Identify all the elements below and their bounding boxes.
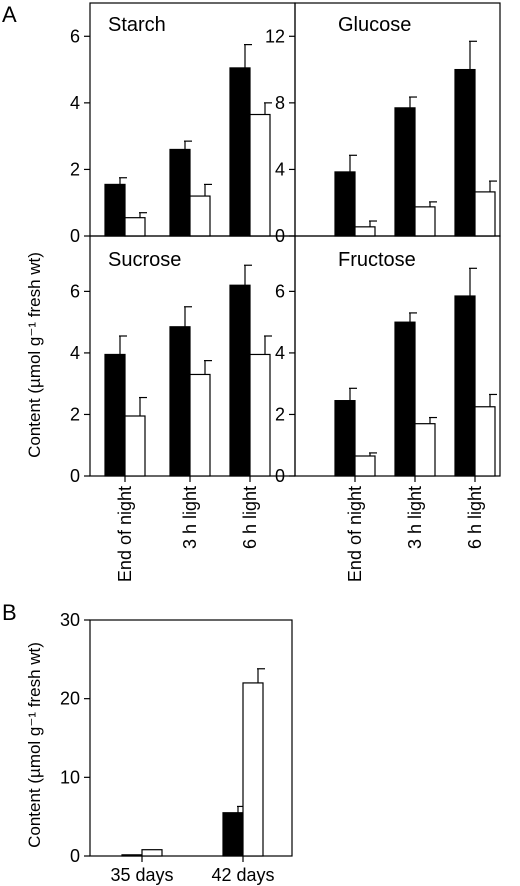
bar: [474, 191, 496, 237]
x-tick-label: End of night: [345, 486, 365, 582]
y-tick-label: 2: [70, 404, 80, 424]
y-tick-label: 4: [275, 159, 285, 179]
bar: [334, 400, 356, 477]
bar: [189, 195, 211, 237]
panel-label-a: A: [2, 2, 17, 27]
y-tick-label: 4: [275, 343, 285, 363]
chart-title: Fructose: [338, 249, 416, 271]
y-tick-label: 8: [275, 93, 285, 113]
y-tick-label: 2: [275, 404, 285, 424]
bar: [474, 406, 496, 477]
bar: [124, 217, 146, 237]
bar: [189, 373, 211, 477]
bar: [104, 183, 126, 237]
bar: [249, 113, 271, 237]
y-tick-label: 0: [70, 466, 80, 486]
bar: [124, 415, 146, 477]
y-tick-label: 10: [60, 767, 80, 787]
chart-title: Glucose: [338, 14, 411, 36]
bar: [454, 68, 476, 237]
bar: [242, 682, 264, 857]
y-tick-label: 30: [60, 610, 80, 630]
y-tick-label: 4: [70, 343, 80, 363]
bar: [249, 353, 271, 477]
y-tick-label: 4: [70, 93, 80, 113]
bar: [414, 206, 436, 237]
bar: [334, 171, 356, 237]
x-tick-label: 6 h light: [240, 486, 260, 549]
y-axis-label-a: Content (µmol g⁻¹ fresh wt): [25, 252, 44, 458]
y-axis-label-b: Content (µmol g⁻¹ fresh wt): [25, 642, 44, 848]
bar: [354, 455, 376, 477]
y-tick-label: 0: [70, 226, 80, 246]
x-tick-label: 6 h light: [465, 486, 485, 549]
x-tick-label: 42 days: [211, 865, 274, 885]
bar: [229, 284, 251, 477]
bar: [121, 854, 143, 857]
y-tick-label: 6: [275, 281, 285, 301]
bar: [104, 353, 126, 477]
x-tick-label: 35 days: [110, 865, 173, 885]
chart-title: Starch: [108, 14, 166, 36]
chart-fructose: Fructose 0 2 4 6 End of night 3 h light 6 h lig…: [275, 235, 501, 582]
bar: [229, 67, 251, 237]
bar: [354, 226, 376, 237]
x-tick-label: 3 h light: [180, 486, 200, 549]
bar: [141, 849, 163, 857]
bar: [414, 423, 436, 477]
bar: [169, 326, 191, 477]
y-tick-label: 0: [70, 846, 80, 866]
panel-label-b: B: [2, 600, 17, 625]
chart-sucrose: Sucrose 0 2 4 6 End of night 3 h light 6 h ligh…: [70, 235, 296, 582]
x-tick-label: End of night: [115, 486, 135, 582]
chart-title: Sucrose: [108, 249, 181, 271]
chart-starch: Starch 0 2 4 6: [70, 2, 296, 246]
y-tick-label: 20: [60, 689, 80, 709]
bar: [454, 295, 476, 477]
bar: [222, 812, 244, 857]
y-tick-label: 12: [265, 26, 285, 46]
bar: [394, 107, 416, 237]
plot-frame: [89, 619, 293, 857]
chart-panel-b: 0 10 20 30 35 days 42 days: [60, 610, 293, 885]
y-tick-label: 6: [70, 281, 80, 301]
y-tick-label: 6: [70, 26, 80, 46]
y-tick-label: 0: [275, 466, 285, 486]
x-tick-label: 3 h light: [405, 486, 425, 549]
bar: [394, 321, 416, 477]
y-tick-label: 2: [70, 159, 80, 179]
bar: [169, 148, 191, 237]
